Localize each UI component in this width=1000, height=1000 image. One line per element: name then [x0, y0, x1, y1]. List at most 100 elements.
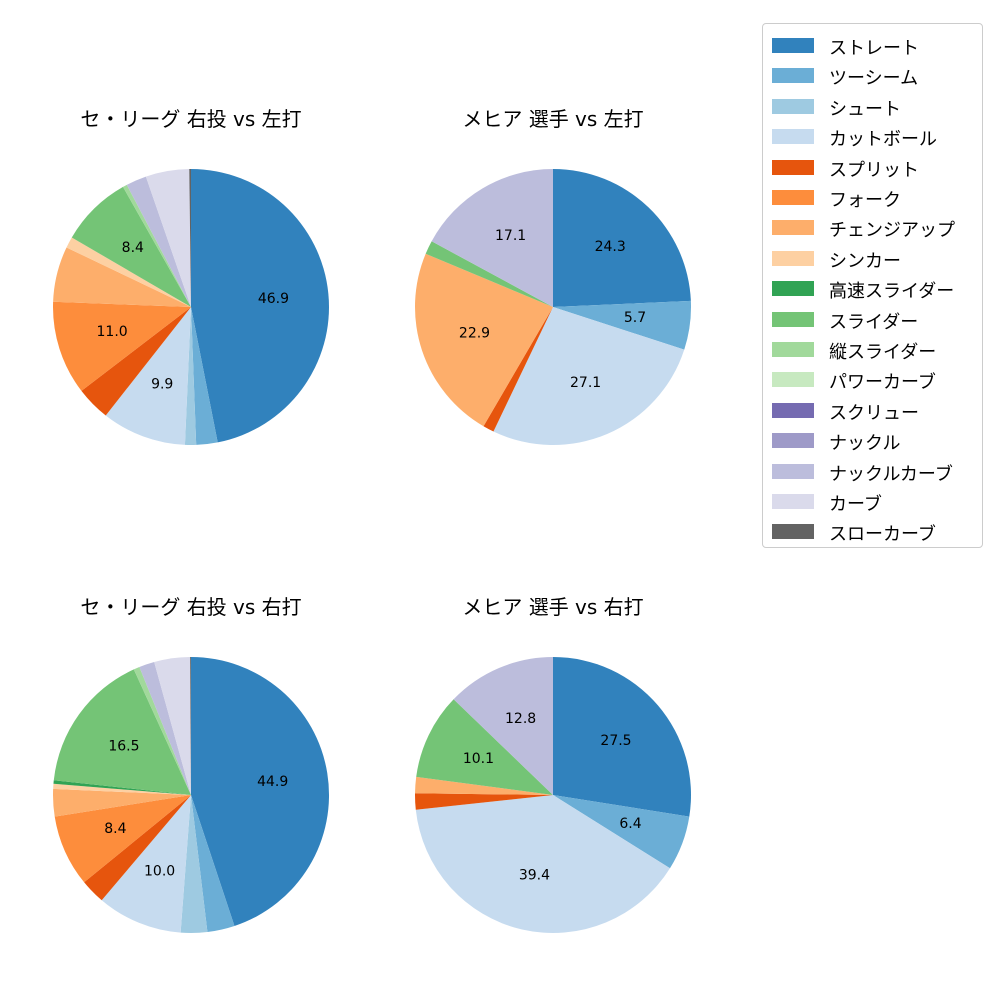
pie-slice	[139, 662, 191, 795]
legend-label: シュート	[829, 98, 901, 120]
pie-slice	[53, 247, 191, 307]
pie-slice	[553, 657, 691, 817]
pie-slice	[126, 176, 191, 307]
legend-swatch	[772, 38, 814, 53]
pie-slice	[105, 307, 191, 445]
pie-slice	[483, 307, 553, 432]
legend-swatch	[772, 281, 814, 297]
pie-slice	[453, 657, 553, 795]
pie-slice	[416, 699, 553, 795]
legend-swatch	[772, 250, 814, 266]
slice-value-label: 27.1	[570, 375, 601, 391]
legend-swatch	[772, 190, 814, 205]
pie-slice	[145, 169, 191, 307]
pie-slice	[191, 169, 329, 443]
slice-value-label: 44.9	[257, 774, 288, 790]
legend-swatch	[772, 372, 814, 388]
legend-swatch	[772, 159, 814, 175]
chart-title: メヒア 選手 vs 右打	[462, 595, 644, 619]
pie-slice	[84, 795, 191, 901]
slice-value-label: 12.8	[505, 711, 536, 727]
legend-swatch	[772, 129, 814, 145]
pie-slice	[553, 169, 691, 307]
slice-value-label: 17.1	[495, 228, 526, 244]
legend-label: ナックルカーブ	[829, 463, 953, 485]
legend-label: 縦スライダー	[829, 342, 937, 363]
slice-value-label: 8.4	[104, 821, 126, 837]
pie-slice	[425, 241, 553, 307]
legend-label: 高速スライダー	[829, 281, 955, 303]
legend: ストレートツーシームシュートカットボール スプリットフォークチェンジアップ シンカー…	[762, 23, 983, 548]
legend-label: スローカーブ	[829, 524, 936, 546]
legend-swatch	[772, 524, 814, 540]
pie-slice	[123, 184, 191, 307]
legend-swatch	[772, 402, 814, 418]
pie-slice	[493, 307, 685, 445]
pie-slice	[66, 237, 191, 307]
slice-value-label: 27.5	[600, 733, 631, 749]
legend-swatch	[772, 342, 814, 357]
slice-value-label: 8.4	[122, 240, 144, 256]
pie-slice	[553, 300, 692, 350]
slice-value-label: 46.9	[258, 291, 289, 307]
pie-slice	[81, 307, 191, 416]
legend-label: カーブ	[829, 494, 882, 515]
pie-slice	[431, 169, 553, 307]
pie-slice	[553, 795, 690, 869]
pie-slice	[414, 253, 553, 427]
slice-value-label: 6.4	[619, 816, 641, 832]
legend-label: スクリュー	[829, 402, 919, 424]
pie-slice	[415, 776, 553, 795]
pie-slice	[189, 168, 191, 307]
legend-swatch	[772, 68, 814, 84]
legend-label: シンカー	[829, 250, 901, 272]
legend-swatch	[772, 220, 814, 236]
pie-slice	[71, 186, 191, 307]
pie-slice	[415, 795, 670, 933]
pie-slice	[154, 657, 191, 795]
slice-value-label: 11.0	[97, 324, 128, 340]
legend-label: フォーク	[829, 190, 901, 211]
pie-slice	[53, 669, 191, 795]
slice-value-label: 22.9	[459, 325, 490, 341]
pie-slice	[414, 793, 553, 810]
legend-label: パワーカーブ	[829, 372, 936, 394]
legend-swatch	[772, 311, 814, 327]
slice-value-label: 24.3	[595, 239, 626, 255]
legend-label: カットボール	[829, 129, 937, 151]
pie-slice	[190, 656, 191, 795]
slice-value-label: 5.7	[624, 310, 646, 326]
pie-slice	[53, 780, 192, 795]
legend-label: チェンジアップ	[829, 220, 955, 242]
pie-slice	[52, 788, 192, 817]
legend-label: ストレート	[829, 38, 919, 59]
pie-slice	[54, 795, 192, 883]
legend-swatch	[772, 433, 814, 449]
pie-slice	[53, 783, 191, 795]
pie-slice	[184, 307, 197, 446]
pie-slice	[180, 795, 208, 934]
slice-value-label: 16.5	[108, 739, 139, 755]
pie-slice	[191, 307, 218, 445]
legend-label: スプリット	[829, 159, 919, 181]
slice-value-label: 10.0	[144, 864, 175, 880]
legend-label: ナックル	[829, 433, 901, 455]
slice-value-label: 10.1	[463, 751, 494, 767]
legend-swatch	[772, 494, 814, 509]
chart-title: メヒア 選手 vs 左打	[462, 107, 644, 131]
legend-swatch	[772, 463, 814, 479]
chart-title: セ・リーグ 右投 vs 右打	[80, 595, 302, 619]
pie-slice	[133, 667, 191, 795]
chart-title: セ・リーグ 右投 vs 左打	[80, 107, 302, 131]
pie-slice	[191, 657, 330, 926]
slice-value-label: 9.9	[151, 377, 173, 393]
pie-slice	[101, 795, 191, 933]
pie-slice	[191, 795, 235, 933]
legend-swatch	[772, 98, 814, 114]
slice-value-label: 39.4	[519, 868, 550, 884]
legend-label: ツーシーム	[829, 68, 919, 90]
